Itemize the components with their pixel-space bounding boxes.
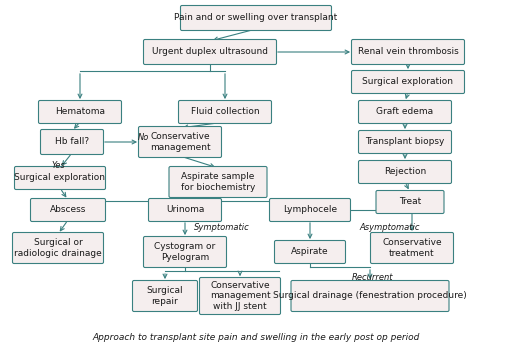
Text: Surgical drainage (fenestration procedure): Surgical drainage (fenestration procedur… xyxy=(273,291,467,301)
FancyBboxPatch shape xyxy=(376,190,444,213)
FancyBboxPatch shape xyxy=(139,126,222,158)
FancyBboxPatch shape xyxy=(291,280,449,312)
FancyBboxPatch shape xyxy=(269,199,351,222)
FancyBboxPatch shape xyxy=(358,160,452,183)
FancyBboxPatch shape xyxy=(371,233,454,263)
Text: Hb fall?: Hb fall? xyxy=(55,137,89,147)
Text: Graft edema: Graft edema xyxy=(376,108,434,116)
Text: Pain and or swelling over transplant: Pain and or swelling over transplant xyxy=(175,13,337,23)
Text: Surgical exploration: Surgical exploration xyxy=(362,78,454,86)
Text: Symptomatic: Symptomatic xyxy=(194,223,250,233)
Text: Abscess: Abscess xyxy=(50,206,86,215)
FancyBboxPatch shape xyxy=(38,101,121,124)
Text: No: No xyxy=(137,133,148,143)
FancyBboxPatch shape xyxy=(181,6,331,30)
FancyBboxPatch shape xyxy=(274,240,346,263)
Text: Conservative
treatment: Conservative treatment xyxy=(382,238,442,258)
Text: Lymphocele: Lymphocele xyxy=(283,206,337,215)
FancyBboxPatch shape xyxy=(31,199,105,222)
Text: Hematoma: Hematoma xyxy=(55,108,105,116)
Text: Conservative
management: Conservative management xyxy=(150,132,210,152)
FancyBboxPatch shape xyxy=(358,101,452,124)
FancyBboxPatch shape xyxy=(200,278,281,314)
Text: Surgical or
radiologic drainage: Surgical or radiologic drainage xyxy=(14,238,102,258)
FancyBboxPatch shape xyxy=(143,40,276,64)
FancyBboxPatch shape xyxy=(40,130,103,154)
FancyBboxPatch shape xyxy=(352,40,464,64)
Text: Aspirate: Aspirate xyxy=(291,247,329,257)
Text: Transplant biopsy: Transplant biopsy xyxy=(366,137,445,147)
Text: Approach to transplant site pain and swelling in the early post op period: Approach to transplant site pain and swe… xyxy=(92,333,420,343)
Text: Conservative
management
with JJ stent: Conservative management with JJ stent xyxy=(210,281,270,311)
Text: Treat: Treat xyxy=(399,198,421,206)
FancyBboxPatch shape xyxy=(12,233,103,263)
FancyBboxPatch shape xyxy=(14,166,105,189)
Text: Recurrent: Recurrent xyxy=(352,274,394,282)
FancyBboxPatch shape xyxy=(143,236,226,268)
FancyBboxPatch shape xyxy=(179,101,271,124)
Text: Aspirate sample
for biochemistry: Aspirate sample for biochemistry xyxy=(181,172,255,192)
FancyBboxPatch shape xyxy=(148,199,222,222)
FancyBboxPatch shape xyxy=(358,131,452,154)
Text: Surgical exploration: Surgical exploration xyxy=(14,173,105,183)
FancyBboxPatch shape xyxy=(169,166,267,198)
Text: Urgent duplex ultrasound: Urgent duplex ultrasound xyxy=(152,47,268,57)
Text: Rejection: Rejection xyxy=(384,167,426,177)
Text: Urinoma: Urinoma xyxy=(166,206,204,215)
Text: Surgical
repair: Surgical repair xyxy=(146,286,183,306)
FancyBboxPatch shape xyxy=(352,70,464,93)
Text: Renal vein thrombosis: Renal vein thrombosis xyxy=(357,47,458,57)
Text: Asymptomatic: Asymptomatic xyxy=(360,223,420,233)
Text: Yes: Yes xyxy=(51,161,65,171)
FancyBboxPatch shape xyxy=(133,280,198,312)
Text: Cystogram or
Pyelogram: Cystogram or Pyelogram xyxy=(155,242,216,262)
Text: Fluid collection: Fluid collection xyxy=(190,108,259,116)
